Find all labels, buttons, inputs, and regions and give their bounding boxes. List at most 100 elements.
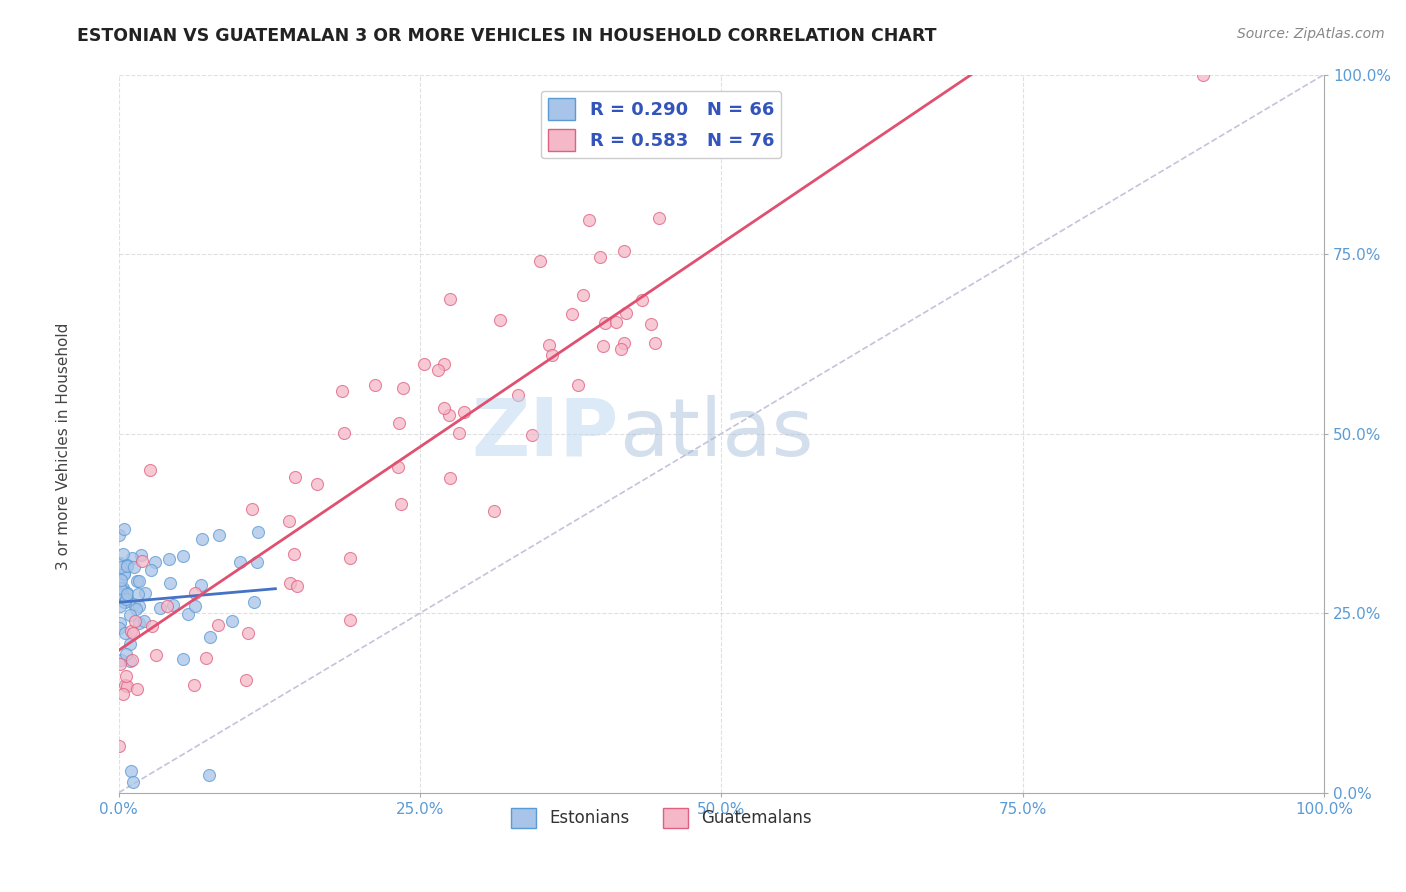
Point — [613, 336, 636, 351]
Point — [184, 586, 207, 600]
Point — [108, 556, 131, 570]
Point — [159, 575, 181, 590]
Point — [364, 378, 387, 392]
Point — [108, 657, 131, 671]
Point — [578, 213, 600, 227]
Point — [610, 342, 633, 356]
Point — [198, 767, 221, 781]
Point — [561, 307, 583, 321]
Point — [191, 533, 214, 547]
Point — [120, 624, 142, 638]
Point — [413, 357, 436, 371]
Point — [128, 599, 150, 613]
Point — [236, 626, 259, 640]
Point — [115, 588, 138, 602]
Point — [125, 681, 148, 696]
Point — [437, 409, 460, 423]
Point — [114, 566, 136, 580]
Text: atlas: atlas — [619, 394, 813, 473]
Point — [387, 416, 409, 430]
Point — [246, 556, 269, 570]
Point — [129, 548, 152, 562]
Point — [482, 504, 505, 518]
Point — [339, 551, 361, 566]
Point — [387, 459, 409, 474]
Point — [128, 615, 150, 630]
Point — [115, 559, 138, 574]
Point — [593, 316, 616, 330]
Point — [117, 679, 139, 693]
Point — [1192, 68, 1215, 82]
Point — [110, 599, 132, 613]
Point — [110, 559, 132, 574]
Point — [114, 625, 136, 640]
Point — [190, 578, 212, 592]
Point — [432, 401, 454, 415]
Point — [453, 405, 475, 419]
Point — [330, 384, 353, 399]
Text: 3 or more Vehicles in Household: 3 or more Vehicles in Household — [56, 322, 70, 570]
Point — [112, 566, 135, 581]
Point — [111, 581, 134, 595]
Point — [120, 637, 142, 651]
Point — [122, 598, 145, 612]
Point — [240, 502, 263, 516]
Point — [285, 579, 308, 593]
Point — [172, 652, 194, 666]
Point — [108, 572, 131, 586]
Point — [207, 617, 229, 632]
Point — [114, 595, 136, 609]
Point — [117, 586, 139, 600]
Point — [121, 652, 143, 666]
Point — [114, 669, 136, 683]
Point — [114, 592, 136, 607]
Point — [183, 599, 205, 614]
Point — [128, 574, 150, 588]
Point — [333, 425, 356, 440]
Text: ESTONIAN VS GUATEMALAN 3 OR MORE VEHICLES IN HOUSEHOLD CORRELATION CHART: ESTONIAN VS GUATEMALAN 3 OR MORE VEHICLE… — [77, 27, 936, 45]
Point — [127, 587, 149, 601]
Point — [644, 336, 666, 351]
Point — [439, 471, 461, 485]
Point — [177, 607, 200, 621]
Point — [183, 677, 205, 691]
Point — [124, 614, 146, 628]
Point — [122, 560, 145, 574]
Point — [112, 594, 135, 608]
Point — [280, 575, 302, 590]
Legend: Estonians, Guatemalans: Estonians, Guatemalans — [503, 801, 818, 835]
Point — [108, 739, 131, 754]
Point — [143, 555, 166, 569]
Point — [112, 584, 135, 599]
Point — [141, 563, 163, 577]
Point — [567, 378, 589, 392]
Point — [529, 253, 551, 268]
Point — [155, 599, 177, 614]
Point — [243, 595, 266, 609]
Point — [108, 621, 131, 635]
Point — [640, 317, 662, 331]
Point — [541, 348, 564, 362]
Point — [125, 574, 148, 588]
Point — [447, 426, 470, 441]
Point — [157, 552, 180, 566]
Point — [592, 339, 614, 353]
Point — [489, 313, 512, 327]
Point — [139, 462, 162, 476]
Point — [145, 648, 167, 662]
Point — [110, 586, 132, 600]
Point — [162, 598, 184, 612]
Point — [108, 581, 131, 595]
Point — [605, 315, 627, 329]
Point — [120, 764, 142, 778]
Point — [134, 586, 156, 600]
Point — [118, 654, 141, 668]
Point — [229, 556, 252, 570]
Point — [115, 558, 138, 573]
Point — [506, 387, 529, 401]
Point — [132, 614, 155, 628]
Point — [392, 381, 415, 395]
Point — [284, 470, 307, 484]
Point — [614, 306, 637, 320]
Point — [427, 363, 450, 377]
